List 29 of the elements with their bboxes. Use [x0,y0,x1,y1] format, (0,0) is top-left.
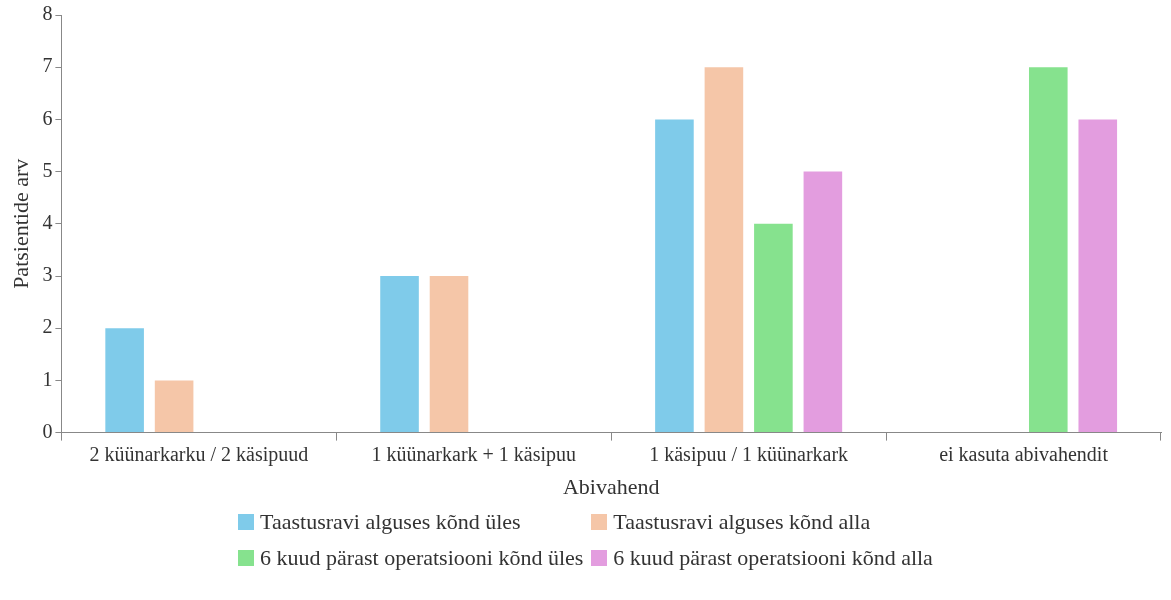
legend-label: 6 kuud pärast operatsiooni kõnd alla [613,545,933,571]
y-axis-title: Patsientide arv [7,158,33,289]
y-tick-label: 1 [42,367,53,390]
x-axis-title: Abivahend [562,473,660,499]
legend-label: 6 kuud pärast operatsiooni kõnd üles [260,545,584,571]
bar [429,276,469,433]
bar [1028,67,1068,433]
legend-label: Taastusravi alguses kõnd üles [260,509,521,535]
y-tick-label: 5 [42,158,53,181]
bar [380,276,419,433]
y-tick-label: 8 [42,2,53,25]
y-tick-label: 6 [42,106,53,129]
x-tick-label: 2 küünarkarku / 2 käsipuud [89,442,309,466]
bar [154,380,194,433]
bar [803,171,843,433]
bar [704,67,744,433]
y-tick-label: 7 [42,54,53,77]
bar [655,119,694,433]
y-tick-label: 2 [42,315,53,338]
legend-label: Taastusravi alguses kõnd alla [613,509,871,535]
bar [1078,119,1118,433]
x-tick-label: ei kasuta abivahendit [939,442,1109,465]
bar [105,328,144,433]
x-tick-label: 1 küünarkark + 1 käsipuu [371,442,577,466]
y-tick-label: 4 [42,211,53,234]
bar [754,223,793,433]
y-tick-label: 0 [42,419,53,442]
x-tick-label: 1 käsipuu / 1 küünarkark [649,442,849,466]
y-tick-label: 3 [42,263,53,286]
